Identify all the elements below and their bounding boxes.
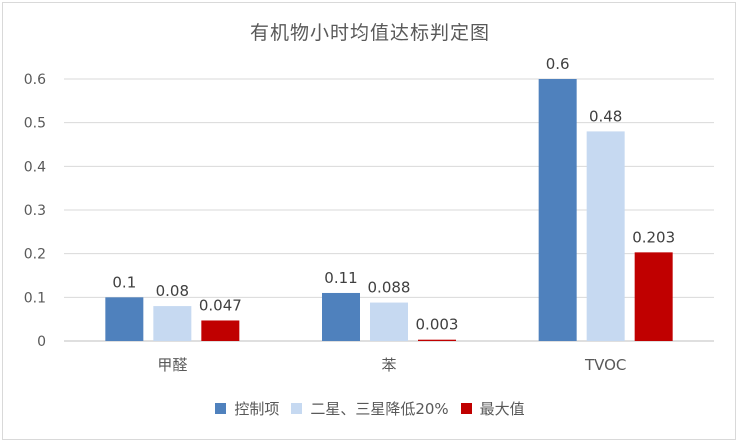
bar-1-2 xyxy=(322,292,360,341)
y-tick-label: 0.2 xyxy=(24,247,46,263)
legend-label: 二星、三星降低20% xyxy=(310,400,449,418)
legend-label: 最大值 xyxy=(479,400,525,418)
x-tick-label: 甲醛 xyxy=(157,356,187,374)
x-tick-label: TVOC xyxy=(584,356,626,374)
x-tick-label: 苯 xyxy=(381,356,396,374)
y-tick-label: 0.3 xyxy=(24,203,46,219)
data-label: 0.48 xyxy=(589,107,622,125)
data-label: 0.6 xyxy=(546,55,570,73)
data-label: 0.203 xyxy=(632,228,675,246)
data-label: 0.003 xyxy=(416,316,459,334)
legend-item: 二星、三星降低20% xyxy=(291,398,449,419)
bar-3-1 xyxy=(201,320,240,341)
bar-1-1 xyxy=(105,297,144,341)
y-tick-label: 0.5 xyxy=(24,116,46,132)
bar-3-3 xyxy=(634,252,673,341)
legend-item: 最大值 xyxy=(460,398,525,419)
y-tick-label: 0 xyxy=(37,334,46,350)
bar-2-3 xyxy=(586,131,625,341)
legend-swatch xyxy=(460,403,472,414)
data-label: 0.11 xyxy=(324,269,357,287)
data-label: 0.088 xyxy=(368,279,411,297)
chart-legend: 控制项 二星、三星降低20% 最大值 xyxy=(0,398,740,419)
y-tick-label: 0.4 xyxy=(24,159,46,175)
legend-swatch xyxy=(291,403,303,414)
legend-item: 控制项 xyxy=(215,398,279,419)
chart-title: 有机物小时均值达标判定图 xyxy=(249,22,490,44)
bar-3-2 xyxy=(418,339,456,341)
legend-label: 控制项 xyxy=(234,400,280,418)
data-label: 0.08 xyxy=(156,282,189,300)
bar-2-2 xyxy=(370,302,408,341)
bar-1-3 xyxy=(538,79,577,341)
y-tick-label: 0.1 xyxy=(24,290,46,306)
bar-2-1 xyxy=(153,306,192,341)
legend-swatch xyxy=(215,403,227,414)
data-label: 0.1 xyxy=(112,273,136,291)
data-label: 0.047 xyxy=(199,296,242,314)
y-tick-label: 0.6 xyxy=(24,72,46,88)
